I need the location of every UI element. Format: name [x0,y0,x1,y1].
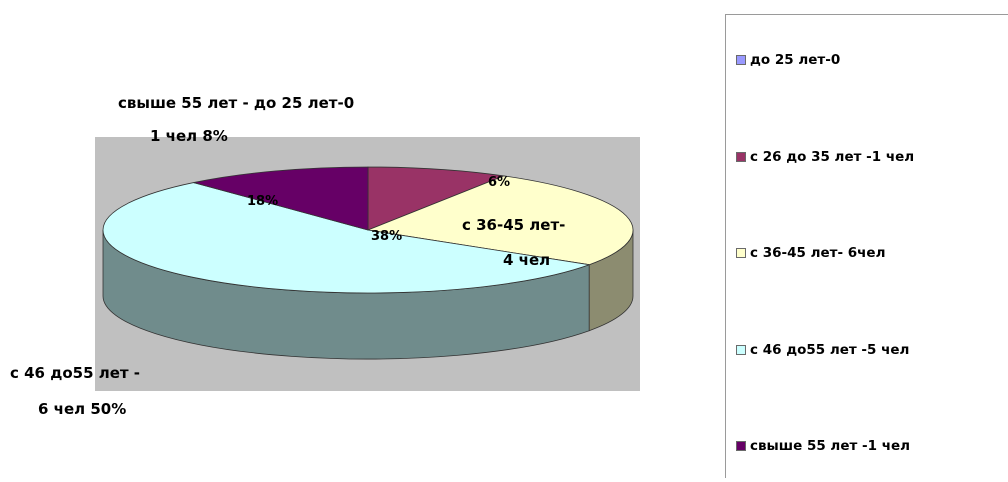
label-36-45-line1: с 36-45 лет- [462,216,565,234]
legend-item-1: с 26 до 35 лет -1 чел [736,146,914,168]
pie-slice-3 [102,182,590,294]
pie-slice-4 [193,166,369,231]
legend-swatch-3 [736,344,746,355]
legend-label-0: до 25 лет-0 [750,52,841,68]
legend-item-2: с 36-45 лет- 6чел [736,242,885,264]
label-pct-38: 38% [371,229,402,244]
label-46-55-line1: с 46 до55 лет - [10,364,140,382]
pie-slices [102,166,634,360]
label-pct-18: 18% [247,194,278,209]
legend-item-3: с 46 до55 лет -5 чел [736,339,909,361]
label-pct-6: 6% [488,175,510,190]
legend-label-1: с 26 до 35 лет -1 чел [750,148,915,165]
pie-slice-1 [367,166,506,231]
label-over55-line2: 1 чел 8% [150,127,228,145]
label-36-45-line2: 4 чел [503,251,550,269]
pie-slice-2 [366,175,634,266]
legend-swatch-0 [736,55,746,65]
legend-label-4: свыше 55 лет -1 чел [750,438,911,454]
legend-label-3: с 46 до55 лет -5 чел [750,341,910,358]
label-over55-line1: свыше 55 лет - до 25 лет-0 [118,94,354,112]
legend-swatch-4 [736,441,746,451]
legend-swatch-1 [736,151,746,162]
legend-item-0: до 25 лет-0 [736,49,840,71]
chart-legend: до 25 лет-0 с 26 до 35 лет -1 чел с 36-45 … [725,14,1008,478]
label-46-55-line2: 6 чел 50% [38,400,126,418]
legend-label-2: с 36-45 лет- 6чел [750,245,886,261]
legend-swatch-2 [736,248,746,258]
legend-item-4: свыше 55 лет -1 чел [736,435,910,457]
